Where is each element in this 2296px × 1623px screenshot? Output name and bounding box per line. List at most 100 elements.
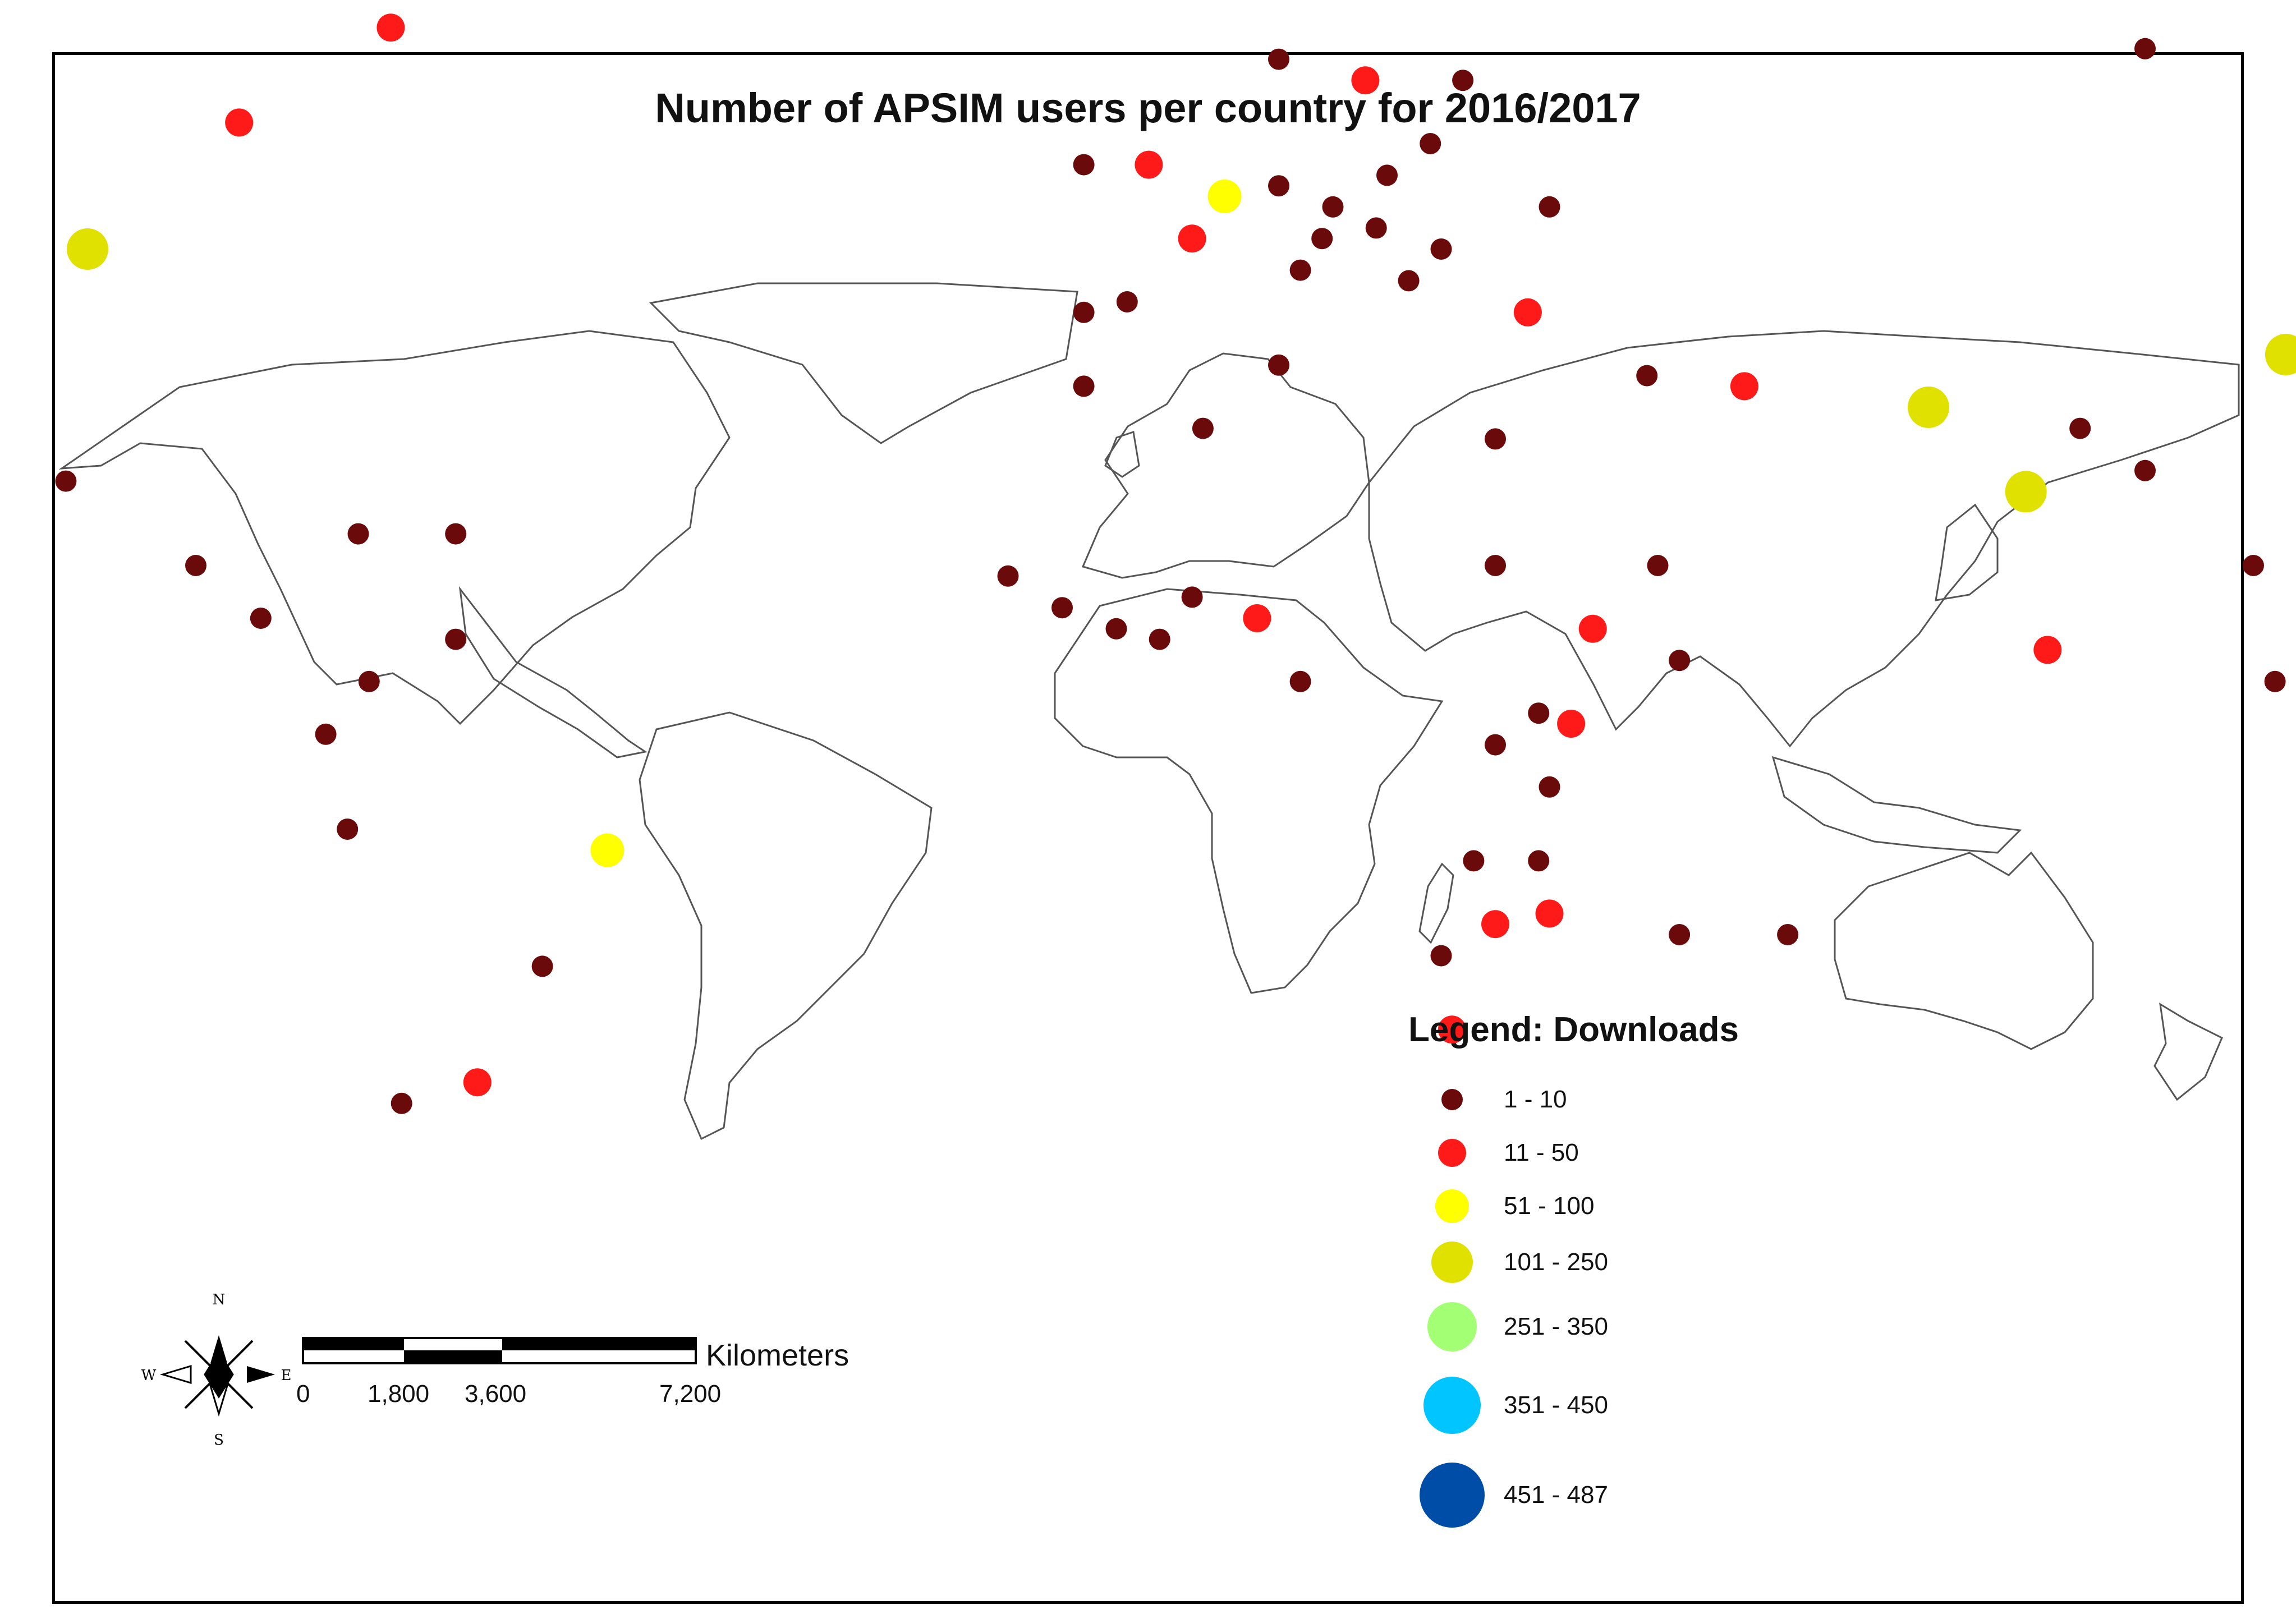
download-point-33 — [590, 833, 624, 867]
download-point-15 — [1398, 270, 1420, 292]
scale-tick-1800: 1,800 — [368, 1380, 430, 1408]
download-point-69 — [2134, 459, 2156, 481]
download-point-5 — [1207, 180, 1242, 213]
download-point-55 — [1463, 850, 1485, 872]
legend-symbol-2 — [1438, 1139, 1466, 1167]
download-point-54 — [1539, 776, 1560, 798]
download-point-65 — [1636, 365, 1658, 387]
legend-title: Legend: Downloads — [1408, 1010, 1739, 1049]
compass-w-label: W — [141, 1367, 157, 1384]
download-point-2 — [1268, 48, 1289, 70]
download-point-52 — [1528, 702, 1550, 724]
download-point-12 — [1365, 217, 1387, 239]
download-point-45 — [1181, 586, 1203, 608]
download-point-68 — [2033, 636, 2062, 664]
download-point-51 — [1557, 710, 1586, 738]
download-point-23 — [376, 13, 405, 42]
download-point-40 — [1485, 428, 1506, 450]
download-point-4 — [1073, 154, 1095, 176]
legend-label-7: 451 - 487 — [1504, 1481, 1608, 1509]
download-point-59 — [1430, 945, 1452, 967]
compass-e-label: E — [281, 1367, 292, 1384]
legend-label-6: 351 - 450 — [1504, 1391, 1608, 1419]
compass-west-arrow — [159, 1364, 192, 1385]
madagascar-outline — [1418, 862, 1454, 944]
central-america-outline — [458, 586, 648, 758]
download-point-11 — [1311, 228, 1333, 250]
download-point-3 — [1135, 150, 1163, 179]
japan-outline — [1935, 503, 1999, 601]
compass-n-label: N — [213, 1291, 226, 1308]
download-point-38 — [1192, 417, 1214, 439]
download-point-1 — [1452, 70, 1474, 91]
compass-north-arrow — [210, 1335, 227, 1363]
map-title: Number of APSIM users per country for 20… — [655, 85, 1641, 131]
download-point-28 — [445, 523, 467, 545]
download-point-62 — [1777, 924, 1799, 945]
download-point-36 — [391, 1092, 412, 1114]
download-point-44 — [1243, 604, 1271, 632]
australia-outline — [1834, 851, 2094, 1050]
download-point-26 — [250, 608, 272, 629]
legend-symbol-3 — [1435, 1189, 1469, 1223]
download-point-46 — [997, 565, 1019, 587]
download-point-21 — [67, 228, 108, 270]
download-point-64 — [1730, 372, 1758, 401]
legend-symbol-4 — [1431, 1242, 1473, 1283]
download-point-13 — [1430, 238, 1452, 260]
download-point-67 — [2005, 471, 2047, 513]
download-point-29 — [445, 628, 467, 650]
greenland-outline — [649, 282, 1078, 444]
download-point-58 — [1535, 899, 1564, 928]
download-point-14 — [1289, 259, 1311, 281]
download-point-35 — [463, 1068, 492, 1097]
legend-symbol-7 — [1420, 1463, 1485, 1528]
legend-label-3: 51 - 100 — [1504, 1192, 1595, 1220]
legend-symbols — [1420, 1089, 1485, 1528]
map-frame — [52, 52, 2244, 1604]
compass-rose: N S W E — [141, 1291, 292, 1449]
download-point-30 — [358, 670, 380, 692]
download-point-71 — [2243, 555, 2264, 576]
legend-label-5: 251 - 350 — [1504, 1313, 1608, 1340]
new-zealand-outline — [2153, 1003, 2223, 1101]
download-point-70 — [2069, 417, 2091, 439]
download-point-42 — [1578, 614, 1607, 643]
download-point-16 — [1513, 298, 1542, 327]
download-point-7 — [1268, 175, 1289, 197]
legend-label-1: 1 - 10 — [1504, 1086, 1567, 1113]
legend-label-2: 11 - 50 — [1504, 1139, 1579, 1166]
download-point-53 — [1485, 734, 1506, 756]
indonesia-outline — [1771, 756, 2022, 854]
download-point-32 — [337, 819, 359, 840]
scale-tick-7200: 7,200 — [659, 1380, 722, 1408]
download-point-56 — [1528, 850, 1550, 872]
north-america-outline — [58, 330, 731, 725]
download-point-27 — [347, 523, 369, 545]
legend-label-4: 101 - 250 — [1504, 1248, 1608, 1276]
south-america-outline — [639, 711, 933, 1141]
download-point-0 — [1351, 66, 1380, 95]
europe-outline — [1081, 352, 1370, 579]
legend-symbol-5 — [1427, 1302, 1477, 1351]
download-points — [55, 13, 2296, 1114]
download-point-47 — [1051, 597, 1073, 619]
download-point-22 — [225, 108, 254, 137]
download-point-78 — [2264, 670, 2286, 692]
compass-s-label: S — [214, 1432, 224, 1449]
uk-outline — [1104, 431, 1140, 478]
download-point-20 — [2134, 38, 2156, 59]
download-point-8 — [1322, 196, 1344, 218]
coastlines — [58, 282, 2240, 1141]
download-point-34 — [531, 955, 553, 977]
download-point-17 — [1073, 301, 1095, 323]
download-point-9 — [1376, 164, 1398, 186]
download-point-66 — [1908, 387, 1949, 428]
asia-outline — [1368, 330, 2240, 748]
download-point-61 — [1669, 924, 1691, 945]
download-point-6 — [1178, 224, 1206, 253]
compass-east-arrow — [247, 1366, 275, 1383]
download-point-39 — [1268, 354, 1289, 376]
download-point-48 — [1105, 618, 1127, 640]
